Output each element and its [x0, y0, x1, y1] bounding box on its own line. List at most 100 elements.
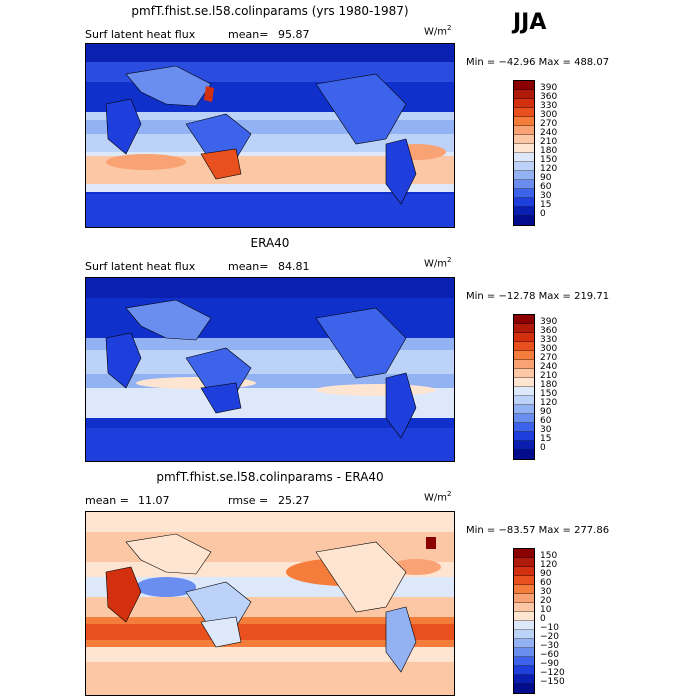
colorbar-swatch [514, 108, 534, 117]
colorbar-tick-label: 330 [540, 101, 558, 111]
colorbar-swatch [514, 432, 534, 441]
panel-3-rmse-label: rmse = [228, 494, 269, 507]
panel-1-variable-label: Surf latent heat flux [85, 28, 196, 41]
panel-2-colorbar [513, 314, 535, 460]
colorbar-tick-label: 10 [540, 605, 552, 615]
panel-2-mean-value: 84.81 [278, 260, 310, 273]
colorbar-swatch [514, 189, 534, 198]
colorbar-tick-label: 390 [540, 83, 558, 93]
colorbar-swatch [514, 396, 534, 405]
colorbar-swatch [514, 675, 534, 684]
colorbar-swatch [514, 81, 534, 90]
colorbar-tick-label: 180 [540, 380, 558, 390]
colorbar-swatch [514, 144, 534, 153]
colorbar-swatch [514, 90, 534, 99]
panel-3-map-field [86, 512, 454, 695]
colorbar-swatch [514, 324, 534, 333]
colorbar-swatch [514, 576, 534, 585]
colorbar-swatch [514, 99, 534, 108]
panel-1-map-field [86, 44, 454, 227]
colorbar-swatch [514, 639, 534, 648]
colorbar-swatch [514, 621, 534, 630]
colorbar-swatch [514, 180, 534, 189]
panel-2-min-max: Min = −12.78 Max = 219.71 [466, 291, 610, 302]
panel-2-variable-label: Surf latent heat flux [85, 260, 196, 273]
colorbar-swatch [514, 369, 534, 378]
colorbar-tick-label: 270 [540, 119, 558, 129]
panel-3-map [85, 511, 455, 696]
panel-3-rmse-value: 25.27 [278, 494, 310, 507]
colorbar-swatch [514, 342, 534, 351]
panel-1-colorbar-labels: 390 360 330 300 270 240 210 180 150 120 90 60 30 15 0 [540, 80, 600, 226]
colorbar-swatch [514, 666, 534, 675]
colorbar-tick-label: 120 [540, 398, 558, 408]
season-label: JJA [513, 10, 547, 35]
colorbar-tick-label: −150 [540, 677, 565, 687]
colorbar-tick-label: −60 [540, 650, 559, 660]
panel-1-min-max: Min = −42.96 Max = 488.07 [466, 57, 610, 68]
colorbar-tick-label: 360 [540, 326, 558, 336]
colorbar-tick-label: 60 [540, 182, 552, 192]
colorbar-swatch [514, 405, 534, 414]
colorbar-swatch [514, 612, 534, 621]
panel-2-title: ERA40 [250, 236, 290, 250]
panel-3-mean-value: 11.07 [138, 494, 170, 507]
colorbar-tick-label: 15 [540, 200, 552, 210]
colorbar-swatch [514, 315, 534, 324]
panel-1-map [85, 43, 455, 228]
colorbar-tick-label: 210 [540, 371, 558, 381]
colorbar-tick-label: 120 [540, 560, 558, 570]
colorbar-swatch [514, 630, 534, 639]
colorbar-swatch [514, 423, 534, 432]
colorbar-tick-label: 120 [540, 164, 558, 174]
colorbar-swatch [514, 387, 534, 396]
colorbar-tick-label: 180 [540, 146, 558, 156]
colorbar-tick-label: 60 [540, 416, 552, 426]
colorbar-swatch [514, 450, 534, 459]
colorbar-swatch [514, 162, 534, 171]
colorbar-swatch [514, 657, 534, 666]
colorbar-swatch [514, 171, 534, 180]
colorbar-swatch [514, 585, 534, 594]
panel-3-unit: W/m2 [424, 490, 452, 504]
panel-3-mean-label: mean = [85, 494, 129, 507]
panel-1-title: pmfT.fhist.se.l58.colinparams (yrs 1980-… [131, 4, 409, 18]
colorbar-swatch [514, 198, 534, 207]
panel-3-title: pmfT.fhist.se.l58.colinparams - ERA40 [156, 470, 384, 484]
panel-3-colorbar [513, 548, 535, 694]
colorbar-swatch [514, 207, 534, 216]
colorbar-tick-label: 90 [540, 173, 552, 183]
colorbar-swatch [514, 333, 534, 342]
panel-3-min-max: Min = −83.57 Max = 277.86 [466, 525, 610, 536]
colorbar-swatch [514, 216, 534, 225]
colorbar-tick-label: 270 [540, 353, 558, 363]
panel-1-mean-value: 95.87 [278, 28, 310, 41]
colorbar-tick-label: −120 [540, 668, 565, 678]
colorbar-swatch [514, 117, 534, 126]
colorbar-tick-label: 0 [540, 209, 546, 219]
colorbar-tick-label: 330 [540, 335, 558, 345]
colorbar-tick-label: 60 [540, 578, 552, 588]
panel-3-colorbar-labels: 150 120 90 60 30 20 10 0 −10 −20 −30 −60 −90 −120 −150 [540, 548, 600, 694]
colorbar-tick-label: −30 [540, 641, 559, 651]
colorbar-tick-label: −90 [540, 659, 559, 669]
colorbar-tick-label: 30 [540, 191, 552, 201]
colorbar-tick-label: 300 [540, 344, 558, 354]
panel-2-map-field [86, 278, 454, 461]
colorbar-tick-label: 20 [540, 596, 552, 606]
colorbar-swatch [514, 684, 534, 693]
colorbar-tick-label: 360 [540, 92, 558, 102]
colorbar-swatch [514, 126, 534, 135]
panel-2-unit: W/m2 [424, 256, 452, 270]
colorbar-tick-label: −20 [540, 632, 559, 642]
colorbar-swatch [514, 549, 534, 558]
colorbar-tick-label: 15 [540, 434, 552, 444]
panel-1-colorbar [513, 80, 535, 226]
colorbar-swatch [514, 135, 534, 144]
colorbar-swatch [514, 594, 534, 603]
panel-1-mean-label: mean= [228, 28, 269, 41]
colorbar-tick-label: 300 [540, 110, 558, 120]
colorbar-swatch [514, 567, 534, 576]
colorbar-tick-label: 90 [540, 407, 552, 417]
colorbar-swatch [514, 414, 534, 423]
